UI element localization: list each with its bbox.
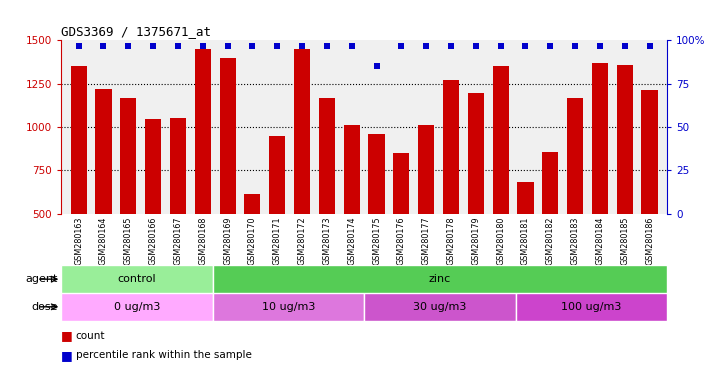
- Bar: [616, 65, 633, 300]
- Bar: [364, 293, 516, 321]
- Text: ■: ■: [61, 349, 73, 362]
- Bar: [170, 118, 186, 300]
- Bar: [219, 58, 236, 300]
- Bar: [294, 49, 310, 300]
- Bar: [145, 119, 162, 300]
- Bar: [120, 98, 136, 300]
- Bar: [269, 136, 286, 300]
- Bar: [492, 66, 509, 300]
- Bar: [642, 90, 658, 300]
- Bar: [195, 49, 211, 300]
- Bar: [443, 80, 459, 300]
- Bar: [71, 66, 87, 300]
- Text: count: count: [76, 331, 105, 341]
- Bar: [61, 293, 213, 321]
- Text: 0 ug/m3: 0 ug/m3: [114, 302, 160, 312]
- Bar: [244, 194, 260, 300]
- Text: control: control: [118, 274, 156, 284]
- Text: agent: agent: [25, 274, 58, 284]
- Bar: [344, 125, 360, 300]
- Bar: [542, 152, 558, 300]
- Text: ■: ■: [61, 329, 73, 343]
- Bar: [518, 182, 534, 300]
- Bar: [516, 293, 667, 321]
- Text: percentile rank within the sample: percentile rank within the sample: [76, 350, 252, 360]
- Bar: [213, 265, 667, 293]
- Text: 100 ug/m3: 100 ug/m3: [561, 302, 622, 312]
- Bar: [95, 89, 112, 300]
- Bar: [61, 265, 213, 293]
- Text: GDS3369 / 1375671_at: GDS3369 / 1375671_at: [61, 25, 211, 38]
- Bar: [468, 93, 484, 300]
- Bar: [418, 125, 434, 300]
- Text: dose: dose: [31, 302, 58, 312]
- Bar: [213, 293, 364, 321]
- Text: 10 ug/m3: 10 ug/m3: [262, 302, 315, 312]
- Text: zinc: zinc: [429, 274, 451, 284]
- Bar: [319, 98, 335, 300]
- Bar: [592, 63, 608, 300]
- Bar: [393, 153, 410, 300]
- Bar: [567, 98, 583, 300]
- Bar: [368, 134, 384, 300]
- Text: 30 ug/m3: 30 ug/m3: [413, 302, 466, 312]
